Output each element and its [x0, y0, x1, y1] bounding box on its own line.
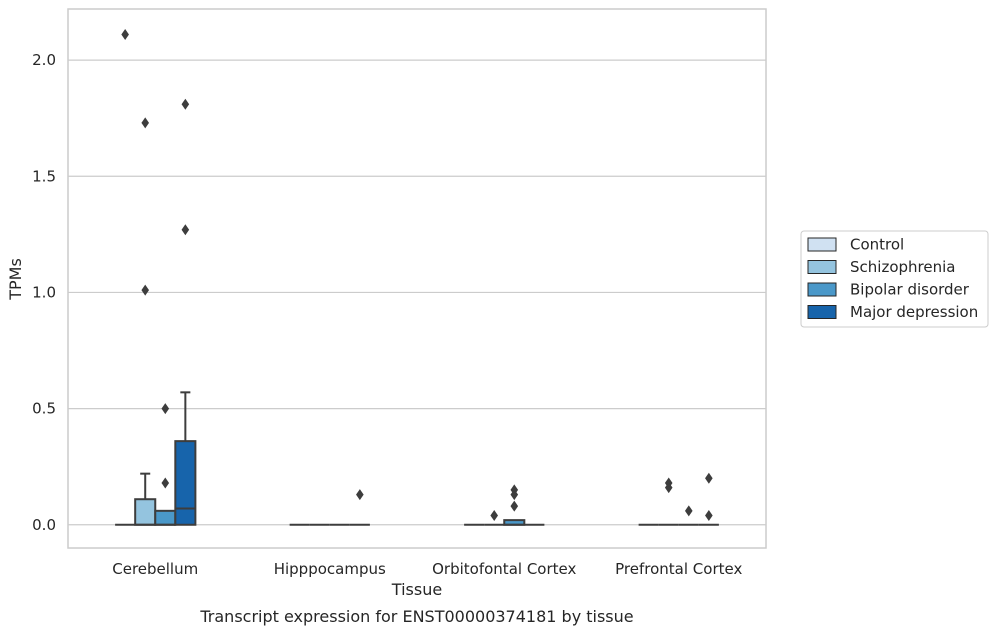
legend-swatch	[807, 237, 837, 252]
grid-lines	[68, 59, 766, 526]
outlier-point	[684, 505, 693, 517]
box-body	[134, 498, 157, 526]
outlier-point	[356, 489, 364, 501]
plot-frame	[67, 8, 767, 549]
box-body	[174, 440, 197, 526]
box-group	[154, 509, 177, 526]
box-group	[174, 391, 197, 526]
outlier-point	[510, 500, 519, 512]
box-group	[503, 519, 526, 526]
legend-label: Bipolar disorder	[850, 281, 970, 299]
x-tick-label: Hipppocampus	[274, 560, 386, 578]
x-axis-label: Tissue	[391, 580, 442, 599]
outlier-point	[181, 98, 190, 110]
legend-swatch	[807, 305, 837, 319]
outlier-points	[121, 29, 713, 521]
legend-label: Major depression	[850, 303, 978, 321]
outlier-point	[705, 472, 713, 484]
x-tick-label: Cerebellum	[112, 560, 198, 578]
outlier-point	[181, 224, 190, 236]
legend-swatch	[807, 260, 837, 274]
outlier-point	[161, 477, 170, 489]
outlier-point	[141, 284, 150, 296]
x-tick-label: Prefrontal Cortex	[615, 560, 742, 578]
x-tick-labels: Cerebellum Hipppocampus Orbitofontal Corte…	[112, 560, 742, 578]
legend-label: Control	[850, 236, 904, 254]
legend-swatch	[807, 282, 837, 297]
legend-frame	[800, 230, 989, 328]
outlier-point	[664, 482, 673, 494]
y-axis-label: TPMs	[6, 258, 25, 301]
chart-caption: Transcript expression for ENST0000037418…	[199, 607, 633, 626]
x-tick-label: Orbitofontal Cortex	[432, 560, 576, 578]
box-group	[134, 472, 157, 526]
outlier-point	[490, 509, 499, 521]
legend: Control Schizophrenia Bipolar disorder Majo…	[800, 230, 989, 328]
outlier-point	[161, 403, 170, 415]
outlier-point	[705, 509, 713, 521]
y-tick-label: 1.0	[32, 283, 56, 301]
outlier-point	[141, 117, 150, 129]
y-tick-label: 0.0	[32, 516, 56, 534]
outlier-point	[510, 489, 519, 501]
outlier-point	[121, 29, 129, 41]
y-tick-labels: 0.0 0.5 1.0 1.5 2.0	[32, 51, 56, 534]
legend-label: Schizophrenia	[850, 258, 955, 276]
y-tick-label: 0.5	[32, 400, 56, 418]
y-tick-label: 2.0	[32, 51, 56, 69]
y-tick-label: 1.5	[32, 167, 56, 185]
box-body	[154, 509, 177, 526]
box-series	[115, 391, 719, 526]
